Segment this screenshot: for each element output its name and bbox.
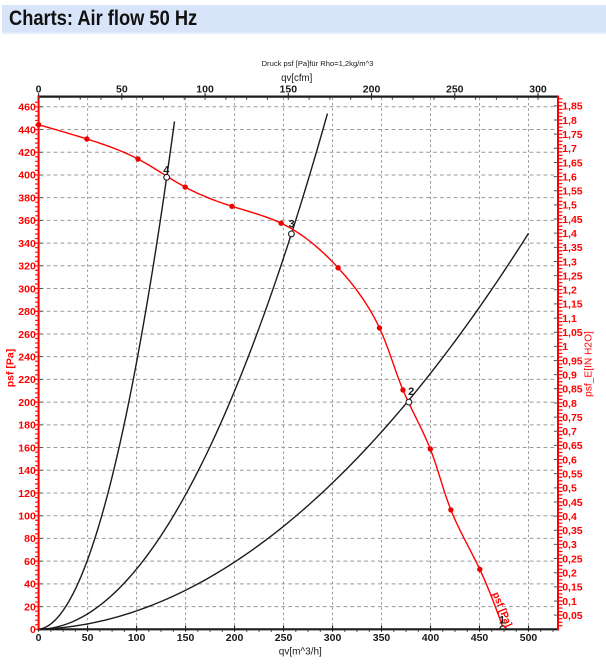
svg-text:220: 220 — [18, 374, 36, 386]
svg-text:0,35: 0,35 — [562, 525, 583, 537]
svg-text:1,75: 1,75 — [562, 129, 583, 141]
svg-text:320: 320 — [18, 261, 36, 273]
svg-text:300: 300 — [324, 632, 342, 644]
svg-text:1,25: 1,25 — [562, 270, 583, 282]
svg-text:1,4: 1,4 — [562, 228, 577, 240]
svg-text:0: 0 — [30, 624, 36, 636]
svg-text:Druck psf [Pa]für Rho=1,2kg/m: Druck psf [Pa]für Rho=1,2kg/m^3 — [262, 59, 374, 68]
svg-text:120: 120 — [18, 488, 36, 500]
svg-text:1,55: 1,55 — [562, 186, 583, 198]
svg-text:1,05: 1,05 — [562, 327, 583, 339]
svg-text:380: 380 — [18, 192, 36, 204]
svg-text:460: 460 — [18, 102, 36, 114]
svg-text:0,55: 0,55 — [562, 468, 583, 480]
svg-text:2: 2 — [408, 386, 414, 398]
svg-text:1: 1 — [499, 615, 505, 627]
svg-text:1,2: 1,2 — [562, 285, 577, 297]
svg-text:160: 160 — [18, 442, 36, 454]
svg-text:qv[cfm]: qv[cfm] — [281, 73, 312, 84]
svg-text:400: 400 — [18, 170, 36, 182]
svg-text:1,45: 1,45 — [562, 214, 583, 226]
svg-text:0,15: 0,15 — [562, 582, 583, 594]
svg-text:1,65: 1,65 — [562, 157, 583, 169]
svg-text:1,35: 1,35 — [562, 242, 583, 254]
svg-text:100: 100 — [18, 511, 36, 523]
svg-text:0,6: 0,6 — [562, 454, 577, 466]
svg-text:360: 360 — [18, 215, 36, 227]
svg-text:1: 1 — [562, 341, 568, 353]
svg-text:0,3: 0,3 — [562, 539, 577, 551]
svg-text:4: 4 — [163, 164, 170, 176]
svg-text:0,65: 0,65 — [562, 440, 583, 452]
svg-text:200: 200 — [226, 632, 244, 644]
svg-text:qv[m^3/h]: qv[m^3/h] — [279, 647, 322, 658]
svg-text:450: 450 — [471, 632, 489, 644]
svg-text:0,8: 0,8 — [562, 398, 577, 410]
svg-text:0,05: 0,05 — [562, 610, 583, 622]
svg-text:300: 300 — [529, 84, 547, 96]
svg-text:1,7: 1,7 — [562, 143, 577, 155]
svg-text:40: 40 — [24, 579, 36, 591]
svg-text:100: 100 — [128, 632, 146, 644]
svg-text:150: 150 — [280, 84, 298, 96]
svg-text:200: 200 — [18, 397, 36, 409]
svg-text:250: 250 — [446, 84, 464, 96]
svg-text:150: 150 — [177, 632, 195, 644]
svg-text:0,1: 0,1 — [562, 596, 577, 608]
svg-text:1,15: 1,15 — [562, 299, 583, 311]
svg-text:200: 200 — [363, 84, 381, 96]
svg-text:0,85: 0,85 — [562, 384, 583, 396]
svg-text:1,8: 1,8 — [562, 115, 577, 127]
svg-text:280: 280 — [18, 306, 36, 318]
svg-text:440: 440 — [18, 124, 36, 136]
svg-text:300: 300 — [18, 283, 36, 295]
svg-text:340: 340 — [18, 238, 36, 250]
svg-text:0: 0 — [36, 84, 42, 96]
svg-text:0,7: 0,7 — [562, 426, 577, 438]
svg-text:0,45: 0,45 — [562, 497, 583, 509]
svg-text:400: 400 — [422, 632, 440, 644]
svg-text:0,75: 0,75 — [562, 412, 583, 424]
svg-text:3: 3 — [289, 219, 295, 231]
svg-text:psf_E[IN H2O]: psf_E[IN H2O] — [584, 331, 595, 397]
svg-text:psf [Pa]: psf [Pa] — [490, 591, 514, 629]
svg-text:0,9: 0,9 — [562, 369, 577, 381]
svg-text:20: 20 — [24, 601, 36, 613]
svg-text:1,3: 1,3 — [562, 256, 577, 268]
svg-text:1,6: 1,6 — [562, 171, 577, 183]
svg-text:100: 100 — [196, 84, 214, 96]
svg-text:350: 350 — [373, 632, 391, 644]
svg-text:50: 50 — [82, 632, 94, 644]
svg-text:1,1: 1,1 — [562, 313, 577, 325]
svg-text:180: 180 — [18, 420, 36, 432]
svg-text:0,25: 0,25 — [562, 553, 583, 565]
svg-text:0,2: 0,2 — [562, 568, 577, 580]
svg-text:psf [Pa]: psf [Pa] — [5, 349, 17, 388]
svg-text:500: 500 — [520, 632, 538, 644]
svg-text:0,4: 0,4 — [562, 511, 577, 523]
svg-text:0,5: 0,5 — [562, 483, 577, 495]
svg-text:1,85: 1,85 — [562, 101, 583, 113]
svg-text:250: 250 — [275, 632, 293, 644]
svg-text:260: 260 — [18, 329, 36, 341]
svg-text:420: 420 — [18, 147, 36, 159]
svg-text:50: 50 — [116, 84, 128, 96]
svg-text:80: 80 — [24, 533, 36, 545]
svg-text:1,5: 1,5 — [562, 200, 577, 212]
svg-text:0: 0 — [36, 632, 42, 644]
svg-text:60: 60 — [24, 556, 36, 568]
svg-text:140: 140 — [18, 465, 36, 477]
svg-text:0,95: 0,95 — [562, 355, 583, 367]
svg-text:240: 240 — [18, 351, 36, 363]
